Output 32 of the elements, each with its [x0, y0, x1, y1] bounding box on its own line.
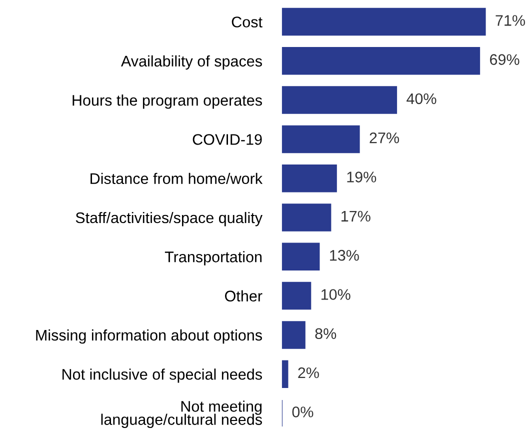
data-label: 71% [496, 15, 525, 26]
bar [282, 47, 480, 75]
data-label: 19% [347, 172, 376, 182]
data-label: 10% [321, 289, 350, 300]
y-tick-label: Availability of spaces [121, 55, 262, 70]
data-label: 13% [330, 250, 359, 261]
y-tick-label: Staff/activities/space quality [76, 212, 262, 226]
bar [282, 321, 306, 349]
data-label: 0% [292, 406, 314, 418]
y-tick-label: Hours the program operates [72, 94, 262, 109]
bar [282, 86, 398, 114]
y-tick-label: Not meeting language/cultural needs [101, 400, 262, 428]
y-tick-label: Cost [232, 16, 262, 28]
bar [282, 360, 288, 388]
y-tick-label: Distance from home/work [90, 172, 263, 184]
bar [282, 8, 486, 36]
bar [282, 204, 332, 232]
data-label: 27% [370, 132, 400, 144]
y-tick-label: Transportation [164, 251, 262, 266]
bar [282, 125, 360, 154]
y-tick-label: Other [225, 290, 262, 302]
data-label: 17% [342, 210, 370, 222]
data-label: 2% [298, 367, 319, 378]
y-tick-label: Missing information about options [36, 329, 262, 344]
data-label: 8% [315, 328, 336, 340]
data-label: 69% [490, 54, 520, 65]
bar [282, 242, 320, 271]
bar [282, 164, 337, 192]
y-tick-label: Not inclusive of special needs [62, 368, 262, 383]
y-tick-label: COVID-19 [192, 134, 262, 145]
data-label: 40% [406, 93, 436, 104]
bar [282, 282, 312, 310]
